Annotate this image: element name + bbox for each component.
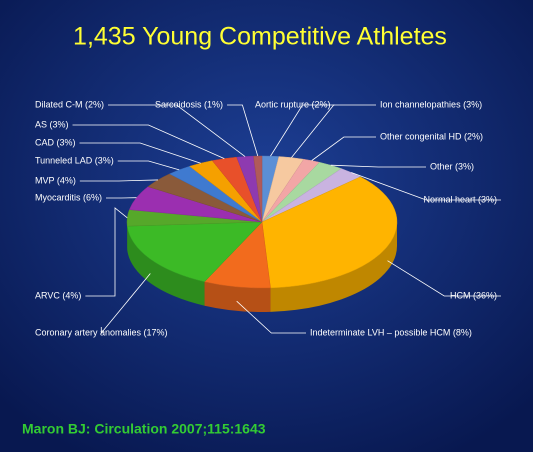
leader-line <box>291 104 376 158</box>
slice-label: HCM (36%) <box>450 290 497 300</box>
slice-label: MVP (4%) <box>35 175 76 185</box>
slice-side <box>204 281 271 312</box>
slice-label: Other (3%) <box>430 161 474 171</box>
leader-line <box>117 160 180 171</box>
leader-line <box>108 104 246 157</box>
leader-line <box>79 179 158 182</box>
source: Maron BJ: Circulation 2007;115:1643 <box>22 421 266 437</box>
leader-line <box>100 273 151 335</box>
leader-line <box>330 164 426 168</box>
slice-side <box>270 222 397 312</box>
leader-line <box>387 260 501 297</box>
leader-line <box>236 300 306 334</box>
slice-label: Normal heart (3%) <box>423 194 497 204</box>
slice-label: Other congenital HD (2%) <box>380 131 483 141</box>
pie <box>126 155 398 312</box>
slice-side <box>127 226 205 306</box>
slice <box>261 176 398 289</box>
slice-label: Aortic rupture (2%) <box>255 99 331 109</box>
labels: Aortic rupture (2%) Ion channelopathies (… <box>35 99 501 337</box>
slice-label: AS (3%) <box>35 119 69 129</box>
slice-label: CAD (3%) <box>35 137 76 147</box>
leader-line <box>351 172 501 201</box>
slice <box>126 221 263 282</box>
leader-line <box>72 124 225 159</box>
slice-label: Indeterminate LVH – possible HCM (8%) <box>310 327 472 337</box>
slice-label: Sarcoidosis (1%) <box>155 99 223 109</box>
slice-label: ARVC (4%) <box>35 290 81 300</box>
leader-line <box>227 104 259 157</box>
leader-line <box>79 142 201 164</box>
leader-line <box>270 104 335 157</box>
slice-label: Tunneled LAD (3%) <box>35 155 114 165</box>
chart-title: 1,435 Young Competitive Athletes <box>73 23 447 51</box>
leader-line <box>85 207 128 297</box>
slice-label: Dilated C-M (2%) <box>35 99 104 109</box>
slice-label: Ion channelopathies (3%) <box>380 99 482 109</box>
slice-label: Myocarditis (6%) <box>35 192 102 202</box>
leader-line <box>311 136 376 161</box>
